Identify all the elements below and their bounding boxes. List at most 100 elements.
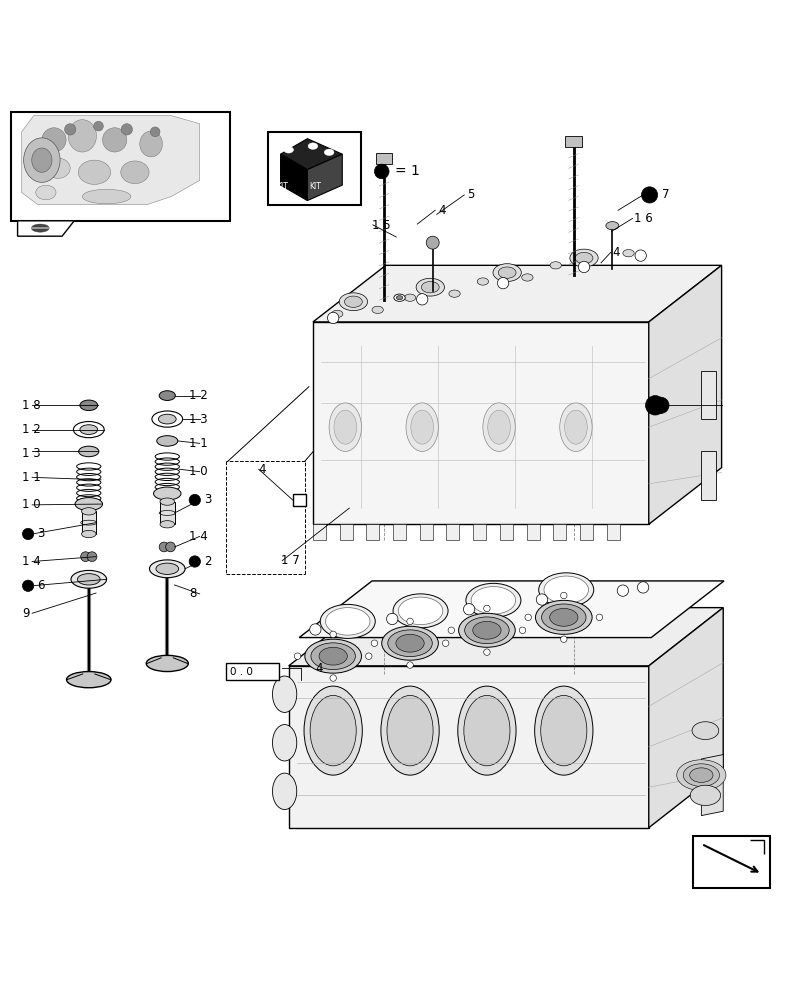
Ellipse shape [448,290,460,297]
Ellipse shape [492,264,521,282]
Ellipse shape [564,410,586,444]
Bar [292,494,305,506]
Circle shape [406,618,413,625]
Ellipse shape [472,621,500,639]
Ellipse shape [682,764,719,786]
Ellipse shape [421,282,439,293]
Text: 0 . 0: 0 . 0 [230,667,253,677]
Ellipse shape [73,422,104,438]
Ellipse shape [380,686,439,775]
Ellipse shape [487,410,510,444]
Circle shape [80,552,90,562]
Circle shape [406,662,413,668]
Circle shape [374,164,388,179]
Ellipse shape [32,224,49,232]
Ellipse shape [32,148,52,172]
Ellipse shape [463,695,509,766]
Ellipse shape [458,613,515,647]
Circle shape [159,542,169,552]
Polygon shape [393,524,406,540]
Text: 1 1: 1 1 [23,471,41,484]
Circle shape [560,636,566,642]
Ellipse shape [559,403,591,451]
Text: 2: 2 [204,555,211,568]
Ellipse shape [67,672,111,688]
Ellipse shape [121,161,149,184]
Bar [701,451,715,500]
Circle shape [645,396,664,415]
Ellipse shape [521,274,532,281]
Text: KIT: KIT [308,182,320,191]
Polygon shape [500,524,513,540]
Circle shape [524,614,530,621]
Ellipse shape [477,278,488,285]
Ellipse shape [549,262,560,269]
Ellipse shape [78,160,110,184]
Ellipse shape [75,498,102,511]
Ellipse shape [79,425,97,434]
Ellipse shape [540,695,586,766]
Text: = 1: = 1 [394,164,419,178]
Circle shape [23,528,34,540]
Ellipse shape [303,686,362,775]
Polygon shape [312,265,721,322]
Text: 4: 4 [259,463,266,476]
Polygon shape [312,524,325,540]
Ellipse shape [36,185,56,200]
Ellipse shape [325,608,370,635]
Ellipse shape [605,222,618,230]
Circle shape [637,582,648,593]
Ellipse shape [676,760,725,791]
Ellipse shape [81,508,96,515]
Ellipse shape [307,143,317,149]
Bar [693,836,769,888]
Circle shape [442,640,448,646]
Ellipse shape [415,278,444,296]
Text: 1 6: 1 6 [633,212,652,225]
Circle shape [641,187,657,203]
Bar [268,132,361,205]
Ellipse shape [324,149,333,156]
Ellipse shape [466,583,521,617]
Ellipse shape [387,695,432,766]
Text: 1 5: 1 5 [371,219,390,232]
Ellipse shape [319,647,347,665]
Ellipse shape [393,294,405,301]
Ellipse shape [68,120,97,152]
Text: 1 3: 1 3 [189,413,208,426]
Ellipse shape [689,785,719,805]
Polygon shape [564,136,581,147]
Circle shape [371,640,377,646]
Ellipse shape [689,768,712,782]
Polygon shape [552,524,565,540]
Text: 4: 4 [611,246,619,259]
Text: 9: 9 [23,607,30,620]
Polygon shape [606,524,619,540]
Ellipse shape [156,563,178,574]
Ellipse shape [79,446,99,457]
Text: 6: 6 [37,579,45,592]
Circle shape [294,653,300,659]
Polygon shape [307,154,342,201]
Circle shape [483,649,490,655]
Ellipse shape [331,310,342,318]
Circle shape [386,613,397,625]
Text: 4: 4 [438,204,445,217]
Text: KIT: KIT [277,182,288,191]
Text: 1 8: 1 8 [23,399,41,412]
Ellipse shape [534,600,591,634]
Circle shape [121,124,132,135]
Circle shape [519,627,525,634]
Ellipse shape [284,147,293,153]
Ellipse shape [272,773,296,810]
Ellipse shape [534,686,592,775]
Circle shape [189,494,200,506]
Circle shape [497,277,508,289]
Circle shape [329,675,336,681]
Ellipse shape [483,403,515,451]
Ellipse shape [153,487,181,500]
Ellipse shape [498,267,516,278]
Text: 1 7: 1 7 [281,554,299,567]
Polygon shape [281,154,307,201]
Polygon shape [298,581,723,638]
